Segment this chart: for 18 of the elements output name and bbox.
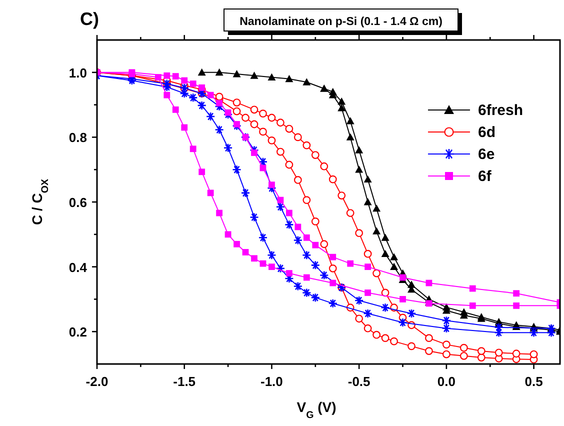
y-tick-label: 0.6 [68,195,87,210]
chart-title: Nanolaminate on p-Si (0.1 - 1.4 Ω cm) [240,16,443,28]
legend-label: 6f [478,168,492,185]
y-tick-label: 0.8 [68,130,87,146]
x-tick-label: -1.5 [173,374,196,389]
y-tick-label: 1.0 [68,65,87,80]
legend-label: 6fresh [478,102,524,119]
x-tick-label: 0.5 [524,374,543,389]
x-tick-label: -0.5 [348,374,370,389]
x-tick-label: -1.0 [260,374,283,389]
x-tick-label: -2.0 [86,374,108,389]
text: C) [80,9,99,29]
legend-label: 6e [478,146,495,163]
x-tick-label: 0.0 [437,374,456,389]
y-tick-label: 0.2 [68,324,87,340]
y-tick-label: 0.4 [68,260,88,275]
legend-label: 6d [478,124,496,141]
x-axis-title: V$_{G}$ (V) [296,399,336,420]
